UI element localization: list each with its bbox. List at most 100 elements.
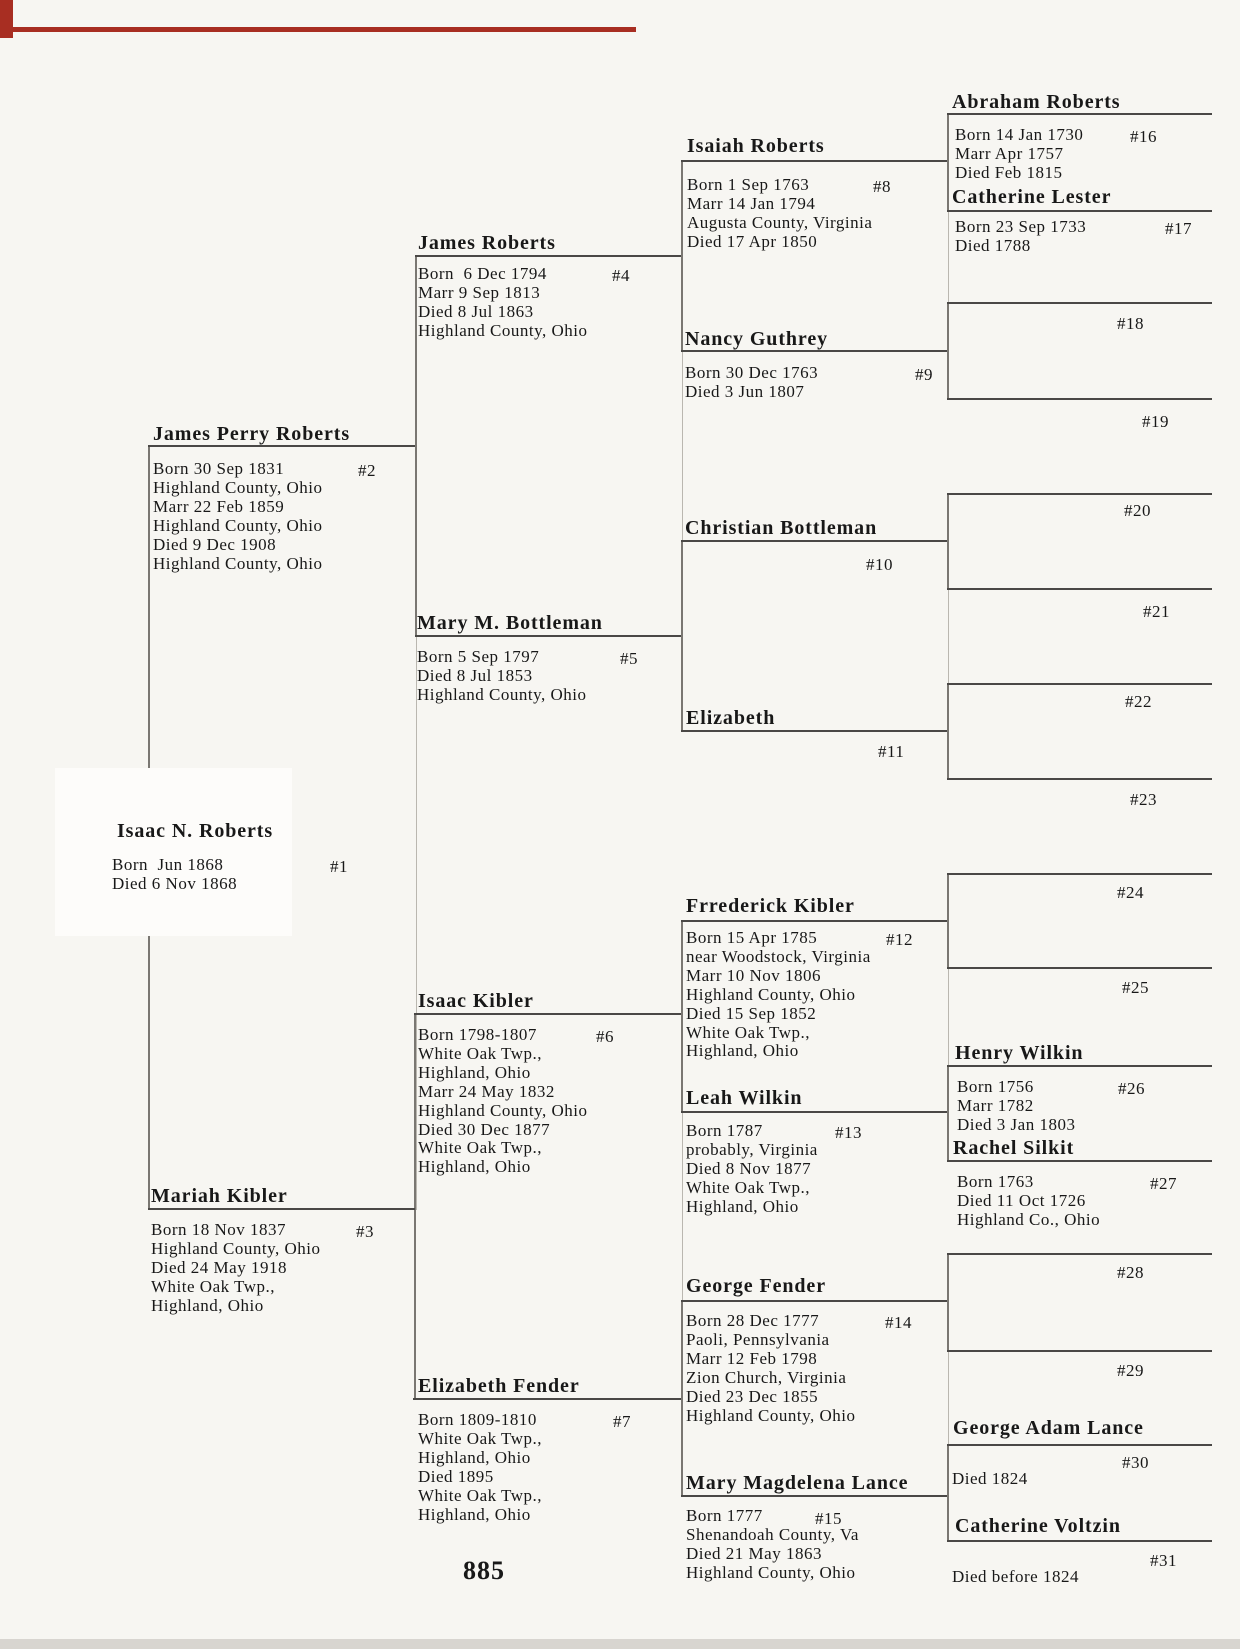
person-number-p30: #30	[1122, 1453, 1149, 1472]
person-underline	[947, 967, 1212, 969]
person-detail-line: Born 15 Apr 1785	[686, 928, 818, 947]
person-detail-line: Born 23 Sep 1733	[955, 217, 1087, 236]
paper-patch	[55, 768, 292, 936]
person-detail-line: Born 18 Nov 1837	[151, 1220, 287, 1239]
person-details-p17: Born 23 Sep 1733 Died 1788	[955, 217, 1087, 256]
person-detail-line: Born 28 Dec 1777	[686, 1311, 820, 1330]
person-details-p12: Born 15 Apr 1785 near Woodstock, Virginia…	[686, 928, 871, 1061]
person-underline	[947, 1540, 1212, 1542]
person-detail-line: Born 1787	[686, 1121, 763, 1140]
person-detail-line: Born 1777	[686, 1506, 763, 1525]
person-underline	[681, 1300, 947, 1302]
person-name-p15: Mary Magdelena Lance	[686, 1472, 909, 1494]
person-number-p12: #12	[886, 930, 913, 949]
person-underline	[681, 920, 947, 922]
person-underline	[947, 302, 1212, 304]
bracket-vertical-line	[415, 255, 417, 635]
person-number-p14: #14	[885, 1313, 912, 1332]
person-detail-line: Highland, Ohio	[418, 1062, 531, 1082]
person-number-p1: #1	[330, 857, 348, 876]
person-detail-line: Died 11 Oct 1726	[957, 1190, 1086, 1210]
person-detail-line: Born 30 Sep 1831	[153, 459, 285, 478]
person-detail-line: Marr Apr 1757	[955, 143, 1064, 163]
person-number-p4: #4	[612, 266, 630, 285]
person-name-p10: Christian Bottleman	[685, 517, 878, 539]
person-detail-line: Born Jun 1868	[112, 855, 224, 874]
person-detail-line: White Oak Twp.,	[151, 1276, 276, 1296]
person-number-p9: #9	[915, 365, 933, 384]
person-detail-line: probably, Virginia	[686, 1139, 818, 1159]
person-detail-line: Died 8 Jul 1853	[417, 665, 533, 685]
person-detail-line: White Oak Twp.,	[418, 1428, 543, 1448]
person-number-p3: #3	[356, 1222, 374, 1241]
person-details-p9: Born 30 Dec 1763 Died 3 Jun 1807	[685, 363, 819, 402]
person-detail-line: Highland, Ohio	[151, 1295, 264, 1315]
page-number: 885	[463, 1556, 505, 1585]
person-name-p13: Leah Wilkin	[686, 1087, 803, 1109]
person-detail-line: Marr 9 Sep 1813	[418, 282, 541, 302]
person-detail-line: near Woodstock, Virginia	[686, 946, 871, 966]
person-underline	[681, 1495, 947, 1497]
person-name-p30: George Adam Lance	[953, 1417, 1144, 1439]
person-detail-line: White Oak Twp.,	[686, 1022, 811, 1042]
person-detail-line: Marr 14 Jan 1794	[687, 193, 816, 213]
person-name-p4: James Roberts	[418, 232, 556, 254]
person-underline	[947, 1160, 1212, 1162]
person-details-p6: Born 1798-1807 White Oak Twp., Highland, O…	[418, 1025, 588, 1177]
red-ink-mark-horizontal	[0, 27, 636, 32]
bracket-vertical-line	[681, 540, 683, 730]
person-name-p31: Catherine Voltzin	[955, 1515, 1121, 1537]
person-details-p2: Born 30 Sep 1831 Highland County, Ohio Mar…	[153, 459, 322, 573]
bracket-vertical-line	[947, 113, 949, 210]
person-detail-line: Born 1763	[957, 1172, 1034, 1191]
person-number-p6: #6	[596, 1027, 614, 1046]
person-underline	[148, 1208, 415, 1210]
person-detail-line: Marr 22 Feb 1859	[153, 496, 285, 516]
person-detail-line: Highland County, Ohio	[418, 1100, 588, 1120]
person-detail-line: Died 21 May 1863	[686, 1543, 822, 1563]
person-detail-line: Paoli, Pennsylvania	[686, 1329, 830, 1349]
person-detail-line: Died before 1824	[952, 1567, 1079, 1586]
person-number-p11: #11	[878, 742, 905, 761]
person-detail-line: Died 30 Dec 1877	[418, 1119, 551, 1139]
person-underline	[681, 350, 947, 352]
person-detail-line: Zion Church, Virginia	[686, 1367, 847, 1387]
person-detail-line: White Oak Twp.,	[418, 1485, 543, 1505]
person-name-p2: James Perry Roberts	[153, 423, 351, 445]
person-detail-line: Highland Co., Ohio	[957, 1209, 1101, 1229]
person-number-p27: #27	[1150, 1174, 1177, 1193]
person-detail-line: Highland County, Ohio	[686, 984, 856, 1004]
person-name-p17: Catherine Lester	[952, 186, 1112, 208]
person-detail-line: Highland, Ohio	[418, 1447, 531, 1467]
person-details-p30: Died 1824	[952, 1469, 1028, 1489]
person-number-p24: #24	[1117, 883, 1144, 902]
person-underline	[681, 730, 947, 732]
person-detail-line: Born 30 Dec 1763	[685, 363, 819, 382]
person-name-p11: Elizabeth	[686, 707, 776, 729]
person-detail-line: Died 15 Sep 1852	[686, 1003, 817, 1023]
person-name-p8: Isaiah Roberts	[687, 135, 825, 157]
person-number-p18: #18	[1117, 314, 1144, 333]
person-underline	[947, 398, 1212, 400]
person-number-p8: #8	[873, 177, 891, 196]
person-number-p21: #21	[1143, 602, 1170, 621]
person-detail-line: White Oak Twp.,	[418, 1138, 543, 1158]
person-detail-line: Died 1895	[418, 1466, 494, 1486]
person-detail-line: Died 3 Jan 1803	[957, 1114, 1076, 1134]
person-detail-line: White Oak Twp.,	[418, 1043, 543, 1063]
person-detail-line: Born 6 Dec 1794	[418, 264, 547, 283]
person-detail-line: Highland County, Ohio	[417, 684, 587, 704]
person-underline	[415, 255, 681, 257]
person-detail-line: Died 1788	[955, 235, 1031, 255]
person-details-p31: Died before 1824	[952, 1567, 1079, 1587]
scan-bottom-edge	[0, 1639, 1240, 1649]
person-detail-line: Born 1 Sep 1763	[687, 175, 810, 194]
person-detail-line: Highland, Ohio	[418, 1157, 531, 1177]
person-detail-line: Marr 1782	[957, 1095, 1034, 1115]
person-detail-line: White Oak Twp.,	[686, 1177, 811, 1197]
person-details-p27: Born 1763 Died 11 Oct 1726 Highland Co., O…	[957, 1172, 1101, 1230]
person-underline	[947, 210, 1212, 212]
person-detail-line: Died 9 Dec 1908	[153, 534, 277, 554]
person-detail-line: Born 1798-1807	[418, 1025, 537, 1044]
